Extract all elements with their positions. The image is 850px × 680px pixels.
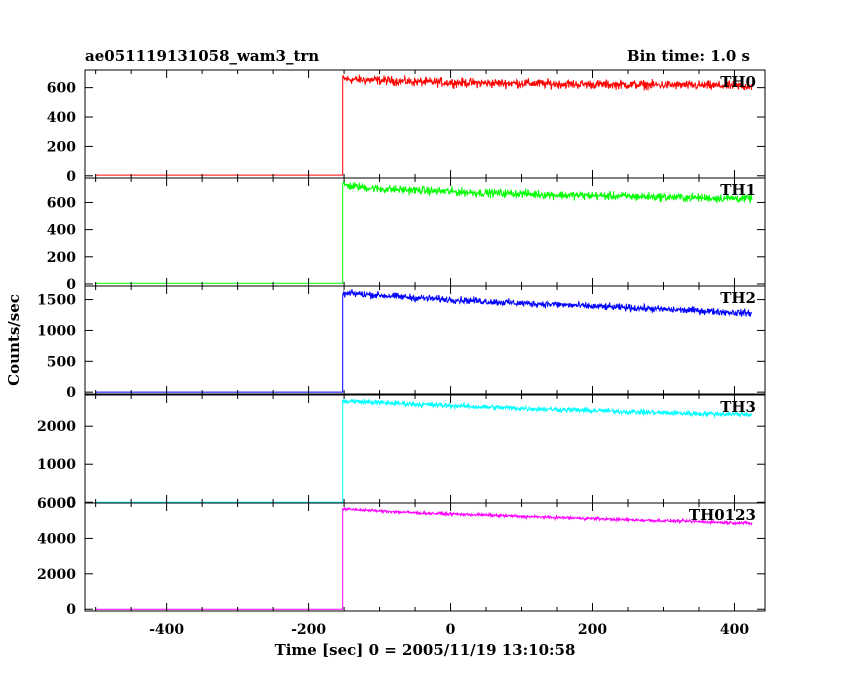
panel-th3: 0 1000 2000 TH3 [37,394,766,511]
y-tick-label: 400 [47,110,76,126]
panel-label-th0: TH0 [720,73,756,91]
panel-th0123: 0 2000 4000 6000 TH0123 [37,496,766,618]
panel-label-th3: TH3 [720,398,756,416]
x-tick-label: 0 [446,622,456,638]
y-tick-label: 6000 [37,496,76,512]
y-tick-label: 400 [47,223,76,239]
y-tick-label: 0 [66,169,76,185]
panel-label-th0123: TH0123 [689,506,756,524]
chart-title: ae051119131058_wam3_trn [85,47,319,65]
y-tick-label: 2000 [37,419,76,435]
panel-label-th2: TH2 [720,289,756,307]
series-th1 [95,181,753,284]
panel-th1: 0 200 400 600 TH1 [47,177,766,293]
series-th0123 [95,506,753,610]
y-tick-label: 0 [66,385,76,401]
y-tick-label: 200 [47,139,76,155]
y-tick-label: 2000 [37,567,76,583]
panel-frame [84,177,766,287]
panels-group: 0 200 400 600 TH0 0 200 400 600 TH1 0 500 1000 1500 TH… [37,69,766,638]
x-tick-label: -400 [149,622,184,638]
panel-frame [84,285,766,395]
y-tick-label: 200 [47,250,76,266]
x-tick-label: 200 [578,622,607,638]
series-th0 [95,74,753,176]
y-tick-label: 600 [47,195,76,211]
panel-th0: 0 200 400 600 TH0 [47,69,766,185]
panel-th2: 0 500 1000 1500 TH2 [37,285,766,401]
y-tick-label: 600 [47,81,76,97]
series-th2 [95,289,753,393]
x-axis-label: Time [sec] 0 = 2005/11/19 13:10:58 [275,641,576,659]
y-tick-label: 4000 [37,531,76,547]
y-tick-label: 1000 [37,323,76,339]
panel-label-th1: TH1 [720,181,756,199]
x-tick-label: -200 [291,622,326,638]
bin-time-label: Bin time: 1.0 s [627,47,750,65]
y-axis-label: Counts/sec [5,294,23,386]
y-tick-label: 0 [66,602,76,618]
y-tick-label: 0 [66,277,76,293]
y-tick-label: 0 [66,495,76,511]
series-th3 [95,398,753,503]
y-tick-label: 1000 [37,457,76,473]
x-tick-label: 400 [720,622,749,638]
panel-frame [84,502,766,612]
y-tick-label: 500 [47,354,76,370]
y-tick-label: 1500 [37,293,76,309]
